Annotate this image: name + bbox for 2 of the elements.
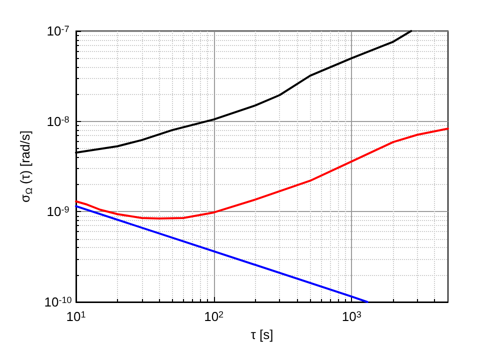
x-axis-title: τ [s] — [250, 327, 274, 342]
y-axis-title: σΩ (τ) [rad/s] — [17, 130, 34, 202]
